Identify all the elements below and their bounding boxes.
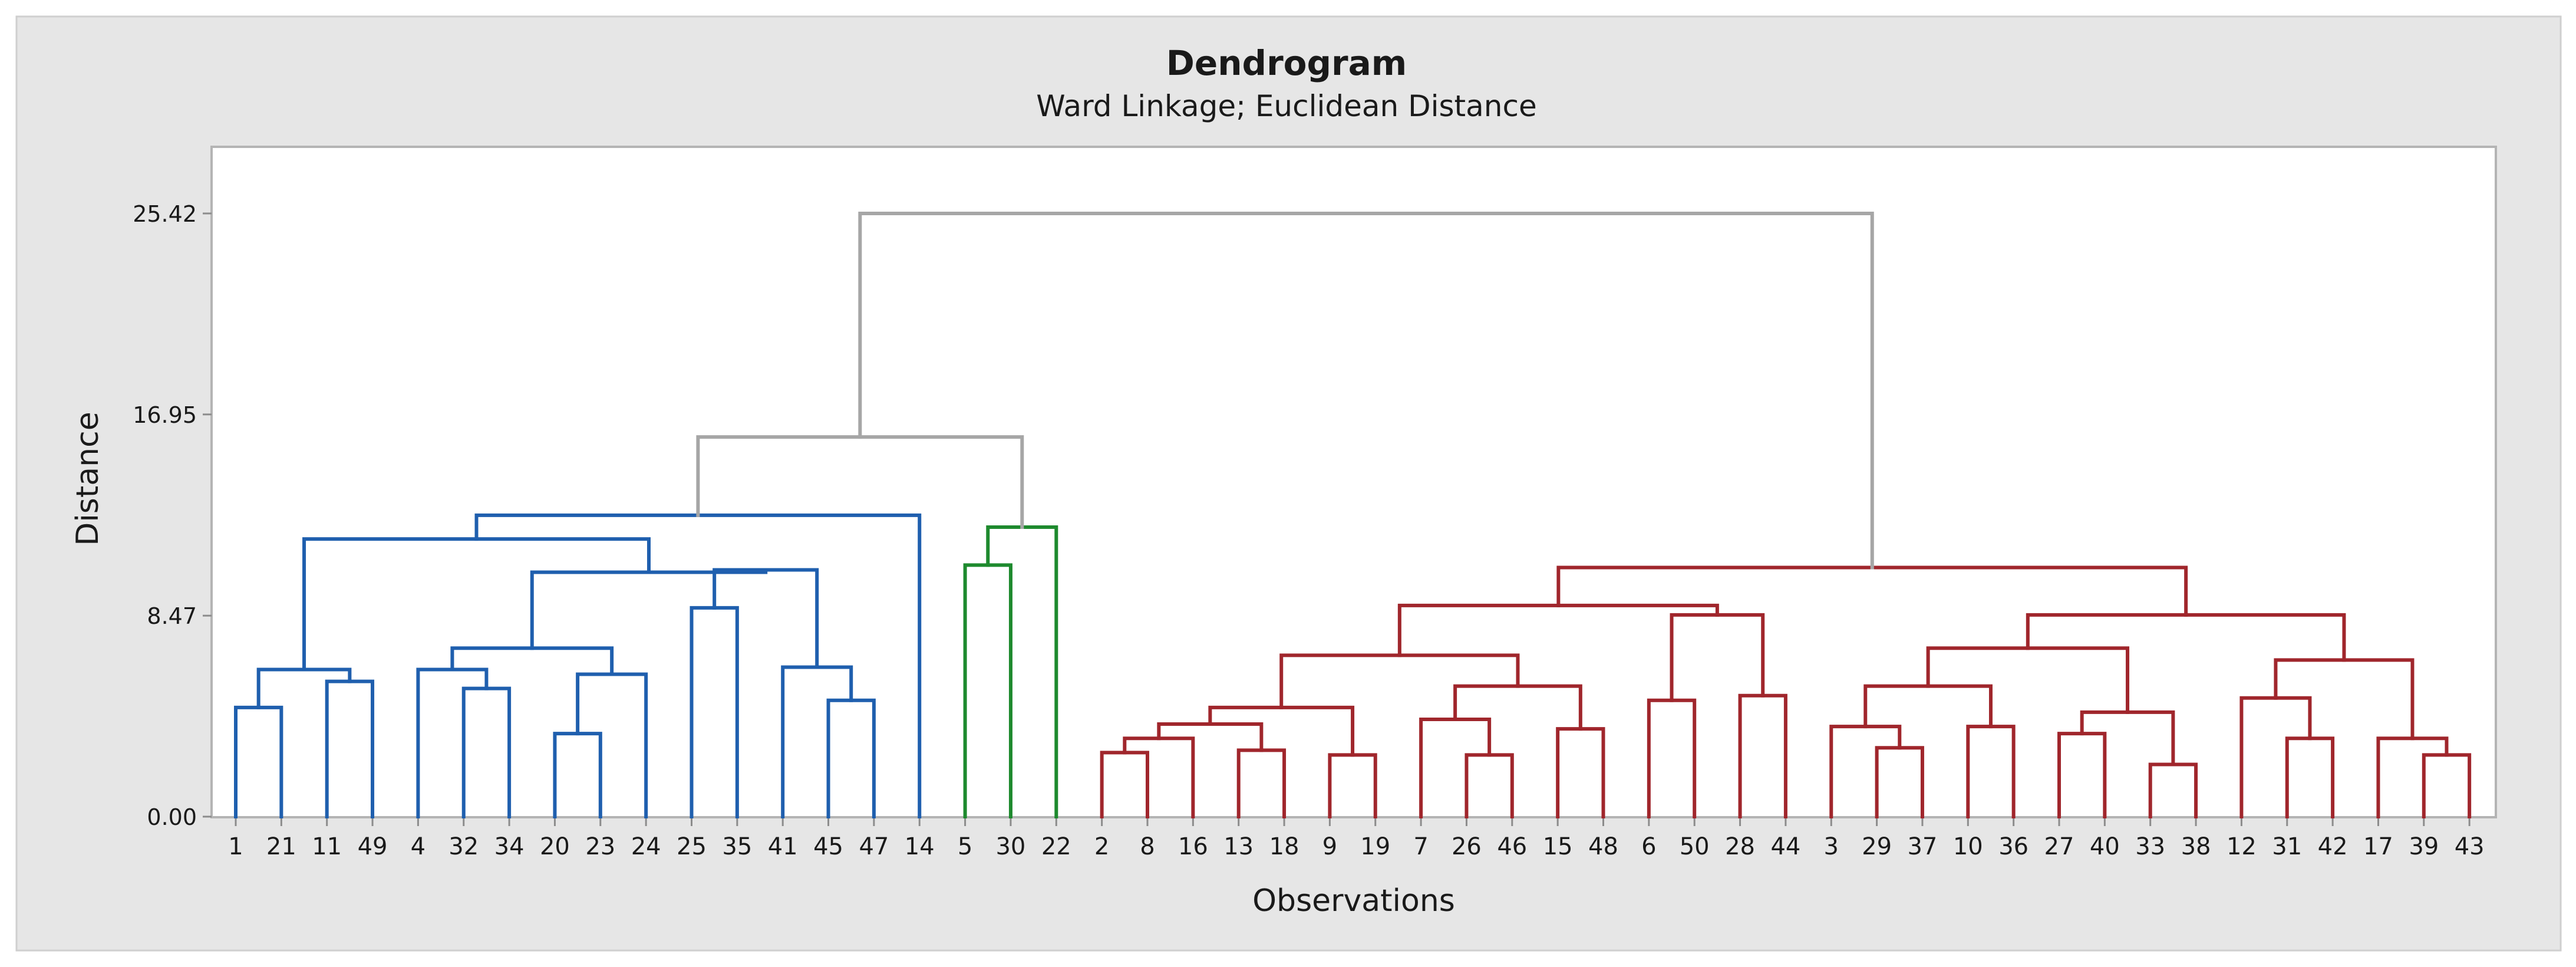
x-tick-label: 29 — [1862, 833, 1892, 860]
x-tick-label: 24 — [631, 833, 661, 860]
x-tick-label: 30 — [995, 833, 1025, 860]
x-tick-label: 45 — [813, 833, 843, 860]
x-axis-label: Observations — [1252, 883, 1455, 919]
y-axis-ticks: 0.00 8.47 16.95 25.42 — [133, 201, 212, 830]
x-tick-label: 18 — [1269, 833, 1299, 860]
x-tick-label: 17 — [2363, 833, 2393, 860]
y-tick-label: 0.00 — [147, 804, 197, 830]
x-tick-label: 34 — [494, 833, 525, 860]
x-tick-label: 16 — [1178, 833, 1208, 860]
x-tick-label: 15 — [1543, 833, 1573, 860]
x-tick-label: 31 — [2272, 833, 2302, 860]
x-tick-label: 7 — [1413, 833, 1428, 860]
x-tick-label: 21 — [266, 833, 296, 860]
x-tick-label: 19 — [1360, 833, 1390, 860]
y-tick-label: 8.47 — [147, 603, 197, 629]
y-axis-label: Distance — [70, 412, 105, 545]
x-tick-label: 46 — [1497, 833, 1527, 860]
x-tick-label: 25 — [677, 833, 707, 860]
x-tick-label: 35 — [722, 833, 752, 860]
plot-area — [210, 146, 2497, 818]
x-tick-label: 14 — [905, 833, 935, 860]
x-tick-label: 22 — [1041, 833, 1071, 860]
x-tick-label: 42 — [2318, 833, 2348, 860]
x-tick-label: 33 — [2135, 833, 2165, 860]
x-tick-label: 41 — [768, 833, 798, 860]
chart-title: Dendrogram — [1166, 43, 1407, 83]
chart-subtitle: Ward Linkage; Euclidean Distance — [1036, 89, 1537, 123]
x-tick-label: 32 — [448, 833, 479, 860]
x-tick-label: 1 — [228, 833, 243, 860]
x-tick-label: 3 — [1824, 833, 1839, 860]
x-tick-label: 39 — [2409, 833, 2439, 860]
x-tick-label: 5 — [958, 833, 972, 860]
x-tick-label: 9 — [1322, 833, 1337, 860]
x-tick-label: 37 — [1907, 833, 1937, 860]
dendrogram-link — [858, 212, 1874, 570]
y-tick-label: 25.42 — [133, 201, 197, 227]
x-tick-label: 11 — [312, 833, 342, 860]
x-tick-label: 28 — [1725, 833, 1755, 860]
x-tick-label: 20 — [540, 833, 570, 860]
x-tick-label: 4 — [411, 833, 426, 860]
x-tick-label: 23 — [585, 833, 615, 860]
x-tick-label: 2 — [1094, 833, 1109, 860]
x-tick-label: 50 — [1680, 833, 1710, 860]
x-tick-label: 47 — [859, 833, 889, 860]
x-tick-label: 8 — [1140, 833, 1155, 860]
x-tick-label: 12 — [2227, 833, 2257, 860]
y-tick-label: 16.95 — [133, 402, 197, 428]
x-tick-label: 10 — [1953, 833, 1983, 860]
x-axis-ticks: 1 21 11 49 4 32 34 20 23 24 25 35 41 45 47 14 5 30 22 2 8 16 1… — [228, 817, 2485, 860]
x-tick-label: 43 — [2455, 833, 2485, 860]
x-tick-label: 26 — [1452, 833, 1482, 860]
x-tick-label: 44 — [1770, 833, 1800, 860]
x-tick-label: 48 — [1588, 833, 1618, 860]
x-tick-label: 6 — [1641, 833, 1656, 860]
x-tick-label: 27 — [2044, 833, 2074, 860]
x-tick-label: 36 — [1998, 833, 2029, 860]
x-tick-label: 13 — [1223, 833, 1254, 860]
x-tick-label: 38 — [2181, 833, 2211, 860]
x-tick-label: 40 — [2090, 833, 2120, 860]
dendrogram-links — [234, 212, 2472, 818]
x-tick-label: 49 — [358, 833, 388, 860]
